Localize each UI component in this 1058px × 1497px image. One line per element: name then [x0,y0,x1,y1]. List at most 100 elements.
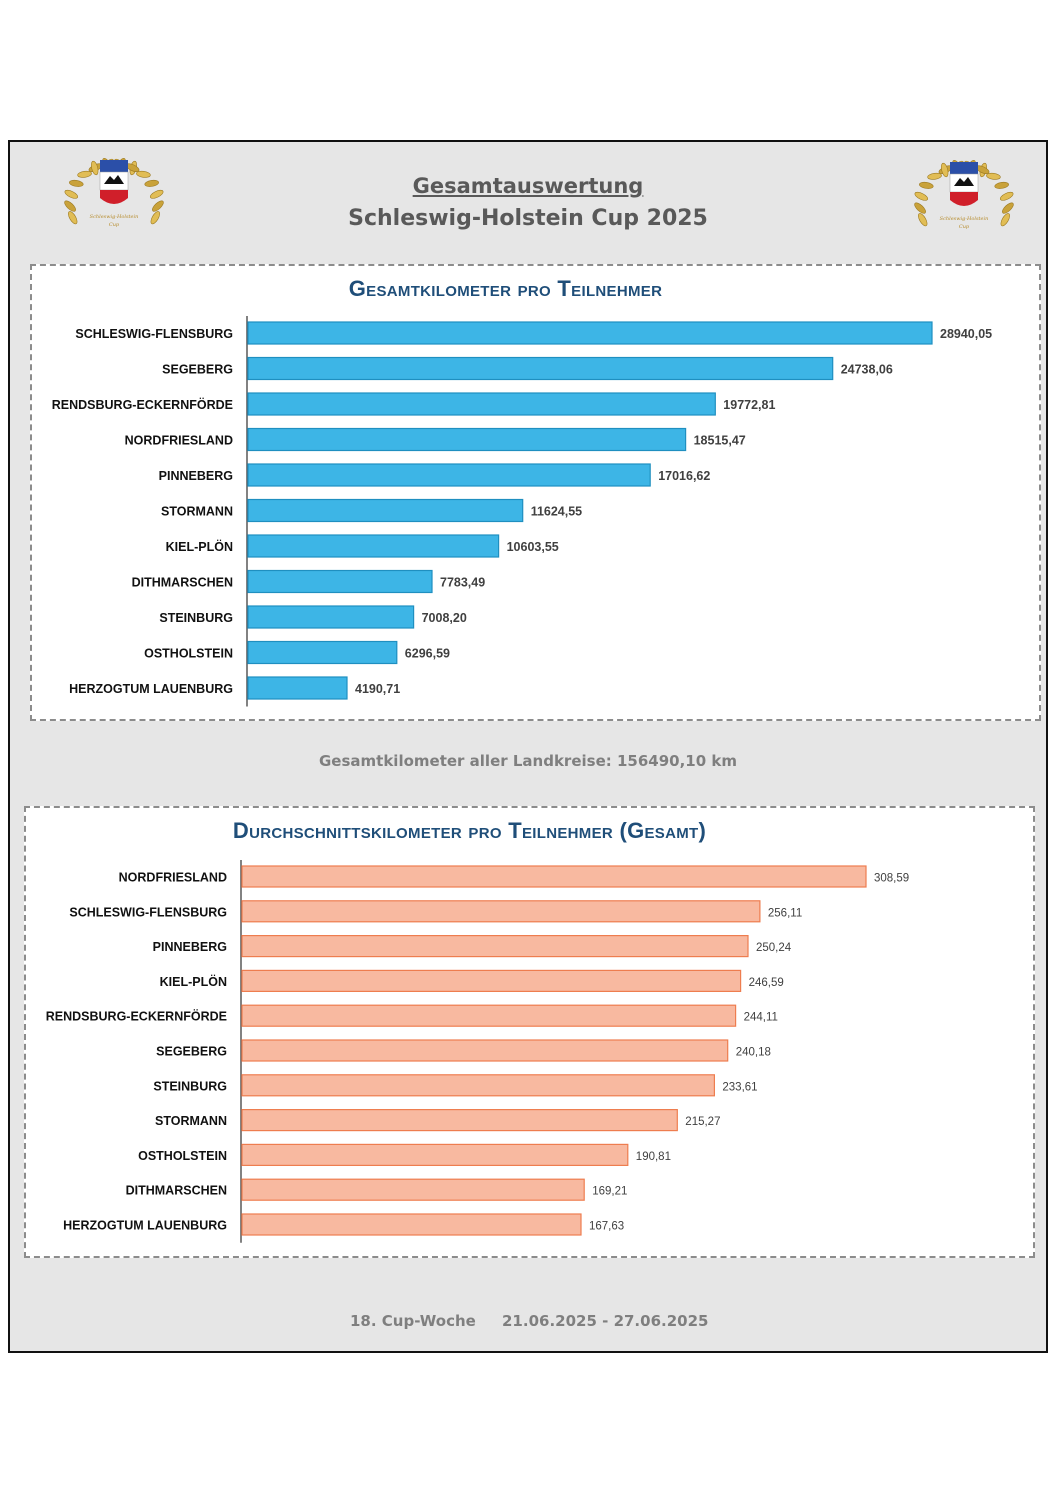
bar [241,1178,585,1201]
data-label: 233,61 [722,1081,757,1093]
laurel-leaf-icon [914,202,926,214]
category-label: NORDFRIESLAND [119,871,227,885]
laurel-leaf-icon [91,160,99,176]
report-title: Gesamtauswertung [412,174,644,198]
laurel-leaf-icon [144,179,159,187]
data-label: 18515,47 [694,434,746,448]
bar [241,1004,737,1027]
logo-left-text-2: Cup [109,222,120,228]
laurel-leaf-icon [986,172,1001,180]
report-frame: Schleswig-Holstein Cup Schleswig-Holstei… [8,140,1048,1353]
laurel-logo-right-icon: Schleswig-Holstein Cup [904,156,1024,256]
data-label: 308,59 [874,873,909,885]
category-label: STORMANN [161,505,233,519]
laurel-leaf-icon [136,170,151,178]
data-label: 17016,62 [658,469,710,483]
data-label: 10603,55 [507,540,559,554]
category-label: KIEL-PLÖN [160,974,227,989]
bar [241,1039,729,1062]
data-label: 250,24 [756,942,792,954]
data-label: 28940,05 [940,327,992,341]
chart-title-total-km: Gesamtkilometer pro Teilnehmer [348,276,663,301]
category-label: RENDSBURG-ECKERNFÖRDE [46,1009,227,1024]
bar [247,498,524,523]
data-label: 244,11 [744,1012,778,1024]
data-label: 256,11 [768,907,802,919]
data-label: 240,18 [736,1047,771,1059]
laurel-leaf-icon [149,189,164,199]
category-label: OSTHOLSTEIN [144,647,233,661]
chart-panel-total-km: Gesamtkilometer pro Teilnehmer SCHLESWIG… [30,264,1041,721]
report-subtitle: Schleswig-Holstein Cup 2025 [348,206,708,231]
category-label: SEGEBERG [156,1045,227,1059]
category-label: PINNEBERG [153,940,227,954]
data-label: 4190,71 [355,682,400,696]
bar [241,865,867,888]
category-label: STEINBURG [159,611,233,625]
data-label: 7783,49 [440,576,485,590]
laurel-leaf-icon [68,211,78,225]
bar [241,969,742,992]
bar [247,676,348,700]
data-label: 246,59 [749,977,784,989]
category-label: OSTHOLSTEIN [138,1149,227,1163]
laurel-leaf-icon [1000,213,1010,227]
data-label: 169,21 [592,1186,627,1198]
category-label: STORMANN [155,1114,227,1128]
laurel-leaf-icon [941,162,949,178]
bar [247,321,933,345]
category-label: HERZOGTUM LAUENBURG [63,1219,227,1233]
data-label: 190,81 [636,1151,671,1163]
laurel-leaf-icon [999,191,1014,201]
data-label: 7008,20 [422,611,467,625]
laurel-leaf-icon [1002,202,1014,214]
category-label: STEINBURG [153,1079,227,1093]
chart-avg-km: NORDFRIESLAND 308,59 SCHLESWIG-FLENSBURG 25… [46,860,909,1243]
bar [247,356,834,381]
bar [241,1074,715,1097]
logo-right-svg: Schleswig-Holstein Cup [914,160,1014,230]
category-label: NORDFRIESLAND [125,434,233,448]
bar [247,569,433,594]
bar [247,605,415,629]
chart-panel-avg-km: Durchschnittskilometer pro Teilnehmer (G… [24,806,1035,1258]
data-label: 167,63 [589,1221,624,1233]
laurel-leaf-icon [927,172,942,180]
logo-right-text-1: Schleswig-Holstein [940,216,989,222]
bar [247,534,500,558]
laurel-leaf-icon [919,181,934,189]
category-label: RENDSBURG-ECKERNFÖRDE [52,397,233,412]
total-km-summary: Gesamtkilometer aller Landkreise: 156490… [319,752,737,770]
laurel-leaf-icon [152,200,164,212]
bar [247,427,687,452]
laurel-leaf-icon [64,200,76,212]
category-label: HERZOGTUM LAUENBURG [69,682,233,696]
bar [241,1213,582,1236]
data-label: 11624,55 [531,505,582,519]
category-label: SEGEBERG [162,363,233,377]
category-label: PINNEBERG [159,469,233,483]
data-label: 215,27 [685,1116,720,1128]
data-label: 6296,59 [405,647,450,661]
category-label: SCHLESWIG-FLENSBURG [75,327,233,341]
footer-dates: 21.06.2025 - 27.06.2025 [502,1312,709,1330]
laurel-leaf-icon [77,170,92,178]
data-label: 19772,81 [723,398,775,412]
bar [247,392,716,416]
laurel-leaf-icon [150,211,160,225]
laurel-leaf-icon [64,189,79,199]
bar [241,1143,629,1166]
category-label: DITHMARSCHEN [126,1184,227,1198]
logo-left-text-1: Schleswig-Holstein [90,214,139,220]
laurel-leaf-icon [914,191,929,201]
chart-title-avg-km: Durchschnittskilometer pro Teilnehmer (G… [232,818,707,843]
category-label: DITHMARSCHEN [132,576,233,590]
category-label: KIEL-PLÖN [166,539,233,554]
chart-total-km: SCHLESWIG-FLENSBURG 28940,05 SEGEBERG 24738… [52,316,992,707]
laurel-leaf-icon [918,213,928,227]
bar [241,1109,678,1132]
category-label: SCHLESWIG-FLENSBURG [69,905,227,919]
bar [241,934,749,958]
bar [247,463,651,487]
logo-left-svg: Schleswig-Holstein Cup [64,158,164,228]
